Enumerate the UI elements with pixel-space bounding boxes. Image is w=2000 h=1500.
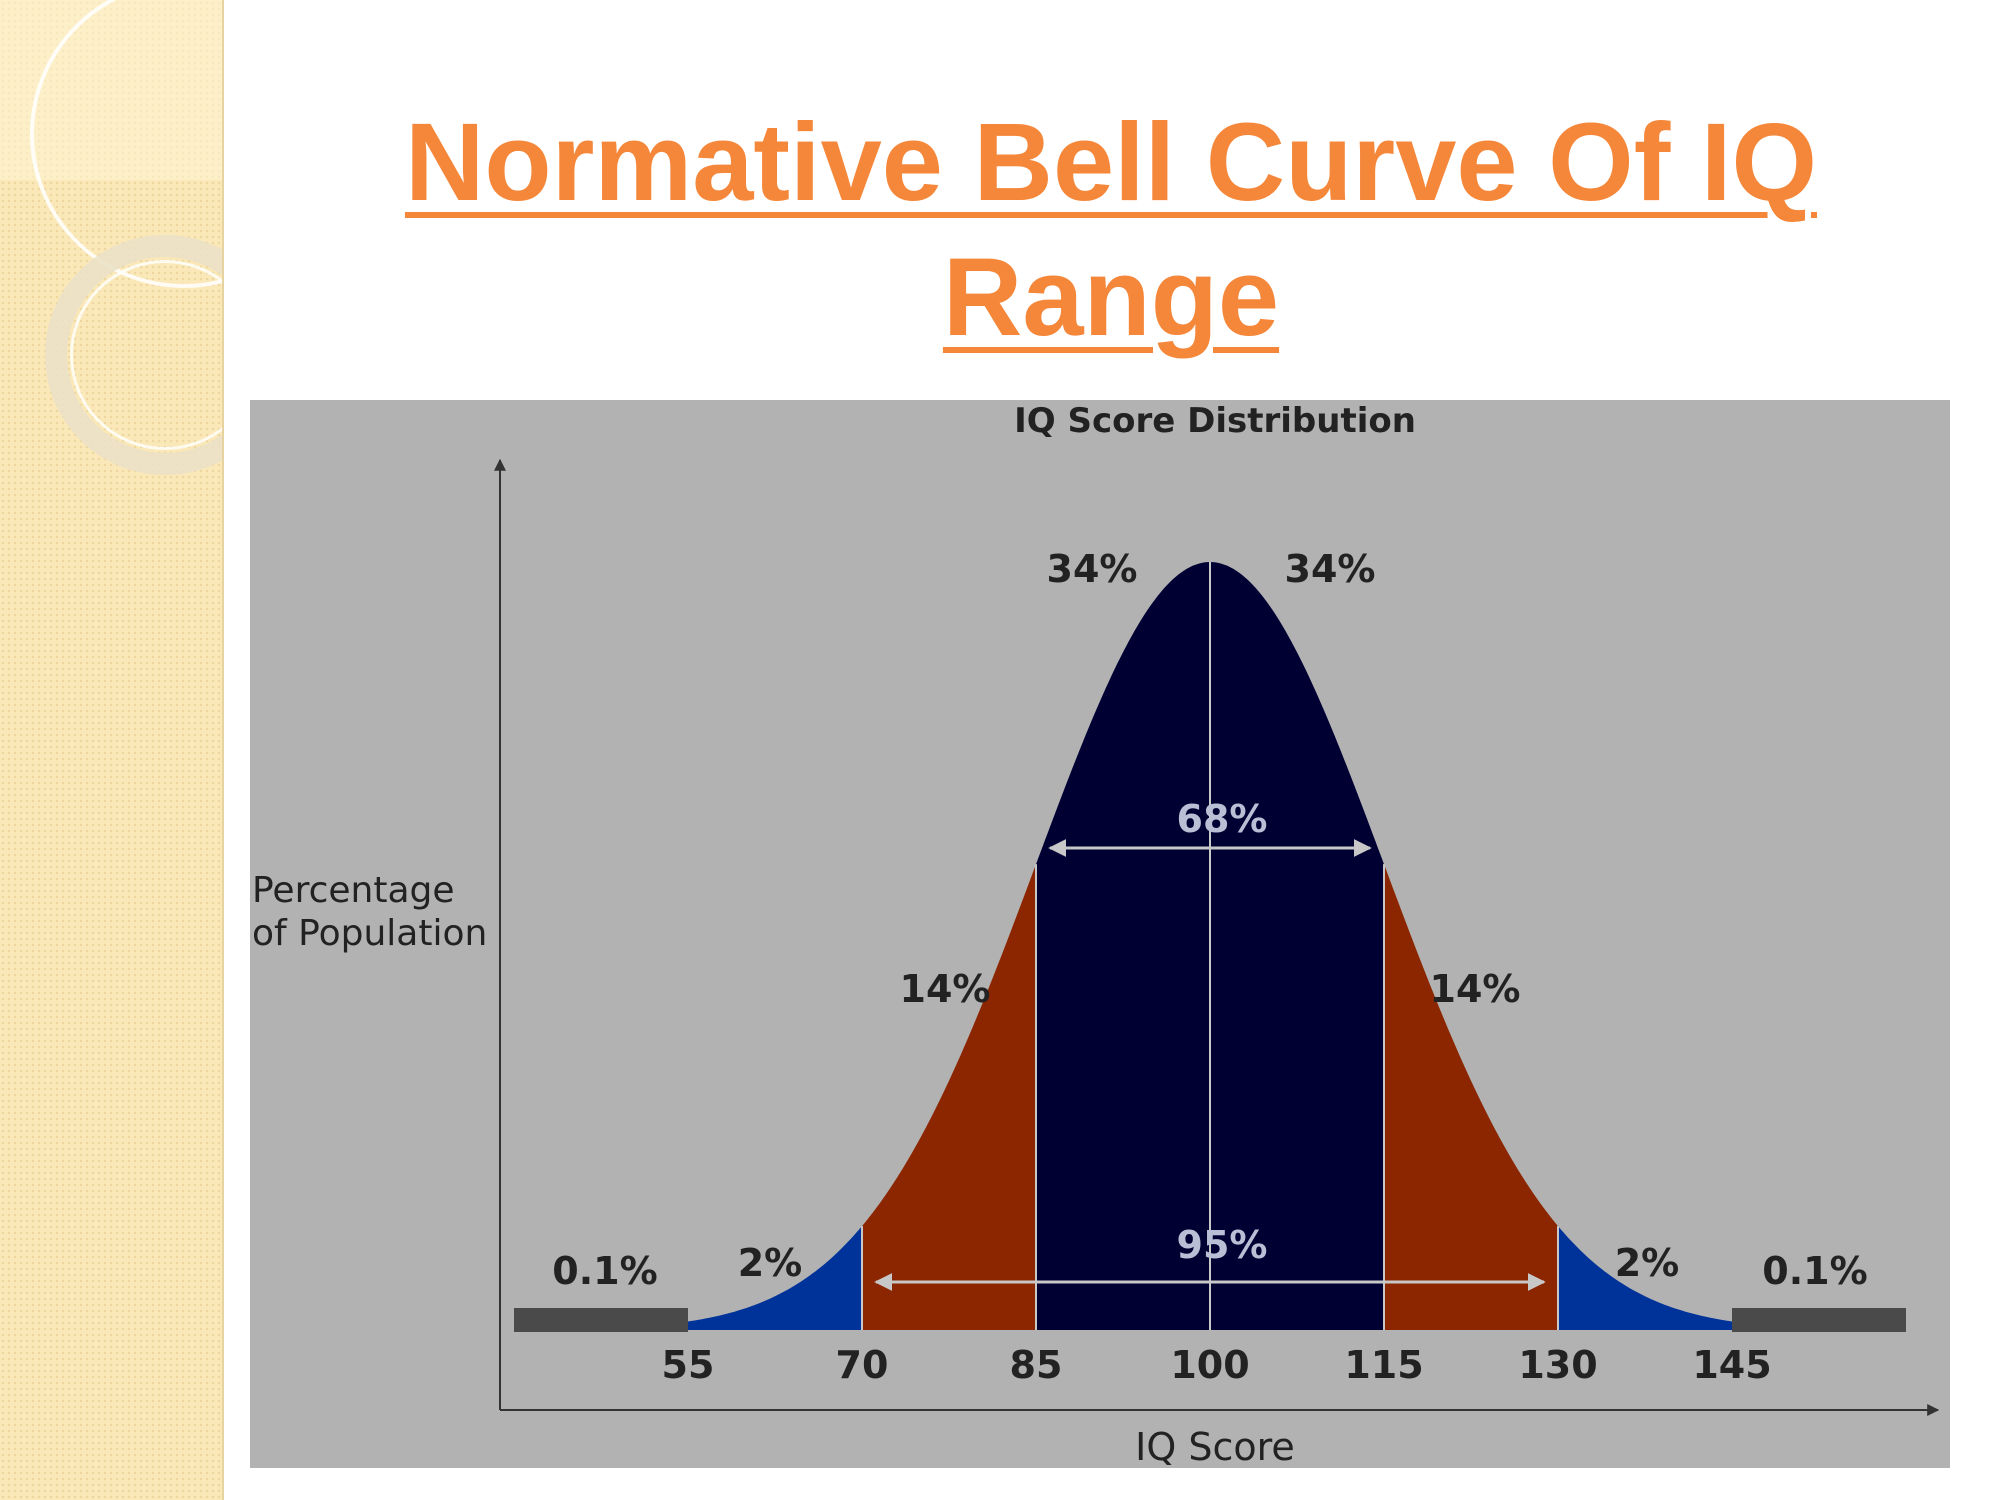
x-axis-title: IQ Score — [1135, 1425, 1295, 1468]
slide-title-line1: Normative Bell Curve Of IQ — [404, 101, 1818, 224]
x-tick-label: 100 — [1170, 1343, 1249, 1387]
region-percentage-label: 14% — [1430, 967, 1521, 1011]
x-tick-label: 70 — [836, 1343, 889, 1387]
tail-region — [514, 1308, 688, 1332]
region-percentage-label: 2% — [738, 1241, 803, 1285]
distribution-region — [688, 1226, 862, 1330]
distribution-region — [1384, 864, 1558, 1330]
region-percentage-label: 0.1% — [552, 1249, 657, 1293]
decorative-sidebar — [0, 0, 224, 1500]
region-percentage-label: 14% — [900, 967, 991, 1011]
distribution-regions — [514, 562, 1906, 1332]
distribution-region — [862, 864, 1036, 1330]
region-percentage-label: 0.1% — [1762, 1249, 1867, 1293]
distribution-region — [1558, 1226, 1732, 1330]
x-tick-label: 115 — [1344, 1343, 1423, 1387]
range-percentage-label: 68% — [1177, 797, 1268, 841]
iq-distribution-chart: IQ Score Distribution 55 70 85 100 115 130 145 I… — [250, 400, 1950, 1468]
x-tick-label: 85 — [1010, 1343, 1063, 1387]
region-percentage-label: 2% — [1615, 1241, 1680, 1285]
distribution-region — [1036, 562, 1210, 1330]
region-percentage-label: 34% — [1285, 547, 1376, 591]
axes — [494, 458, 1940, 1416]
y-axis-title-line2: of Population — [252, 913, 487, 954]
slide-title-line2: Range — [942, 236, 1280, 359]
region-percentage-label: 34% — [1047, 547, 1138, 591]
chart-canvas: IQ Score Distribution 55 70 85 100 115 130 145 I… — [252, 401, 1940, 1468]
range-percentage-label: 95% — [1177, 1223, 1268, 1267]
x-tick-label: 130 — [1518, 1343, 1597, 1387]
tail-region — [1732, 1308, 1906, 1332]
chart-labels: IQ Score Distribution 55 70 85 100 115 130 145 I… — [252, 401, 1868, 1468]
slide-title: Normative Bell Curve Of IQ Range — [222, 95, 2000, 365]
y-axis-title-line1: Percentage — [252, 870, 455, 911]
chart-title: IQ Score Distribution — [1014, 401, 1416, 441]
guide-lines — [861, 562, 1559, 1330]
x-tick-label: 55 — [662, 1343, 715, 1387]
x-tick-label: 145 — [1692, 1343, 1771, 1387]
distribution-region — [1210, 562, 1384, 1330]
